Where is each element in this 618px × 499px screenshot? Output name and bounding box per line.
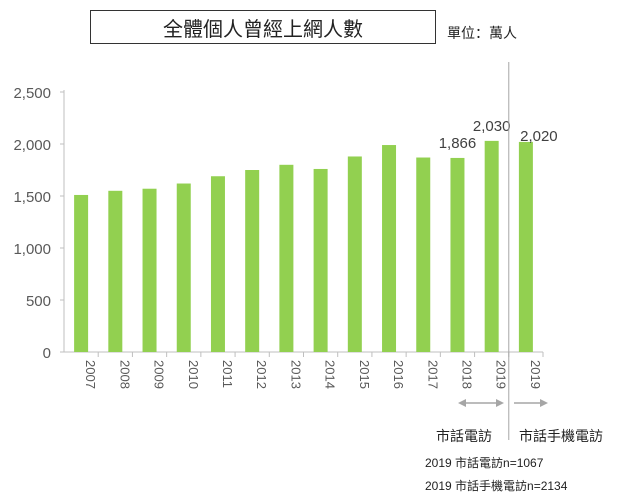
x-tick-label: 2007	[83, 360, 98, 389]
data-label: 2,020	[520, 128, 558, 145]
x-tick-label: 2013	[288, 360, 303, 389]
x-tick-label: 2011	[220, 360, 235, 388]
y-tick-label: 2,000	[13, 137, 51, 154]
x-tick-label: 2017	[425, 360, 440, 389]
bar	[210, 176, 225, 352]
bar	[108, 190, 123, 352]
data-label: 2,030	[473, 118, 511, 135]
unit-label: 單位：萬人	[447, 25, 517, 41]
x-tick-label: 2019	[494, 360, 509, 389]
x-tick-label: 2015	[357, 360, 372, 389]
y-tick-label: 500	[26, 293, 51, 310]
arrow-head-left	[458, 399, 466, 407]
survey-note-mobile: 2019 市話手機電訪n=2134	[425, 479, 568, 493]
bar	[313, 168, 328, 352]
x-tick-label: 2016	[391, 360, 406, 389]
bar	[382, 145, 397, 352]
bar	[279, 164, 294, 352]
x-tick-label: 2019	[528, 360, 543, 389]
bar	[416, 157, 431, 352]
bar	[142, 188, 157, 352]
survey-method-mobile: 市話手機電訪	[519, 428, 603, 444]
bar	[347, 156, 362, 352]
arrow-head-right	[540, 399, 548, 407]
x-tick-label: 2012	[254, 360, 269, 389]
bar	[74, 194, 89, 352]
bar	[518, 141, 533, 352]
x-tick-label: 2010	[186, 360, 201, 389]
bar	[245, 170, 260, 352]
x-tick-label: 2008	[117, 360, 132, 389]
data-label: 1,866	[439, 135, 477, 152]
bar	[484, 140, 499, 352]
x-tick-label: 2014	[323, 360, 338, 389]
x-tick-label: 2009	[152, 360, 167, 389]
y-tick-label: 2,500	[13, 85, 51, 102]
x-tick-label: 2018	[459, 360, 474, 389]
bar	[176, 183, 191, 352]
chart-title: 全體個人曾經上網人數	[90, 10, 436, 44]
bar	[450, 157, 465, 352]
arrow-head-right	[496, 399, 504, 407]
survey-note-landline: 2019 市話電訪n=1067	[425, 456, 544, 470]
survey-method-landline: 市話電訪	[436, 428, 492, 444]
y-tick-label: 1,500	[13, 189, 51, 206]
y-tick-label: 0	[43, 345, 51, 362]
y-tick-label: 1,000	[13, 241, 51, 258]
